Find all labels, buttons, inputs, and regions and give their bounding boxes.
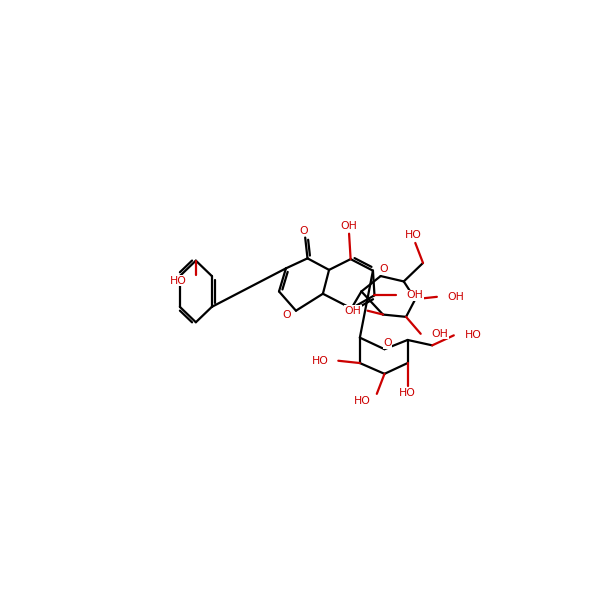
Text: O: O — [299, 226, 308, 236]
Text: OH: OH — [407, 290, 424, 300]
Text: O: O — [379, 264, 388, 274]
Text: HO: HO — [312, 356, 329, 366]
Text: HO: HO — [354, 396, 371, 406]
Text: HO: HO — [170, 275, 187, 286]
Text: HO: HO — [406, 230, 422, 240]
Text: OH: OH — [341, 221, 358, 231]
Text: HO: HO — [464, 331, 481, 340]
Text: OH: OH — [448, 292, 464, 302]
Text: O: O — [283, 310, 291, 320]
Text: HO: HO — [399, 388, 416, 398]
Text: OH: OH — [431, 329, 448, 339]
Text: O: O — [383, 338, 392, 348]
Text: OH: OH — [344, 305, 361, 316]
